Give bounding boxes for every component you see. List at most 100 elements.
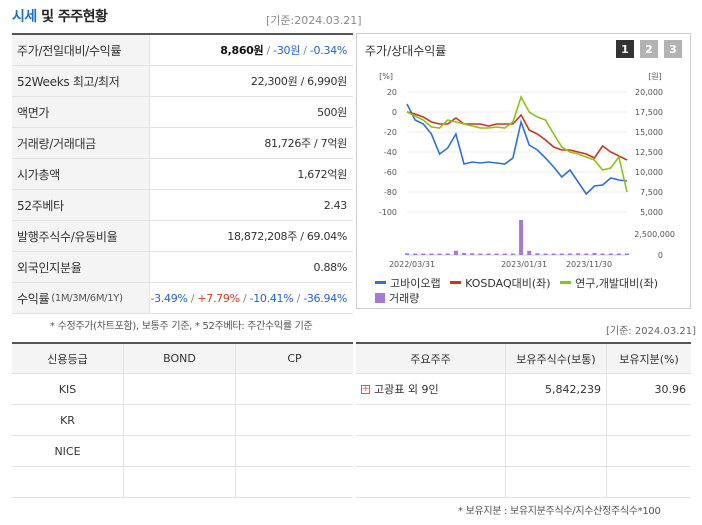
volume-bar [616, 253, 621, 255]
chart-title: 주가/상대수익률 [365, 44, 447, 58]
legend-label: 거래량 [389, 291, 420, 305]
legend-swatch [450, 281, 462, 284]
volume-bar [559, 253, 564, 255]
separator: / [187, 291, 198, 305]
credit-rating-table: 신용등급 BOND CP KIS KR NICE [12, 342, 353, 498]
table-row [12, 467, 353, 498]
table-header-row: 주요주주 보유주식수(보통) 보유지분(%) [356, 344, 691, 374]
empty-cell [356, 467, 506, 497]
separator: / [239, 291, 250, 305]
shareholder-table: 주요주주 보유주식수(보통) 보유지분(%) + 고광표 외 9인 5,842,2… [356, 342, 691, 498]
volume-bar [535, 253, 540, 255]
return-3m: +7.79% [197, 291, 240, 305]
chart-panel: 주가/상대수익률 1 2 3 [%] [원] 20 20,000 0 17,500 -20 1… [356, 33, 691, 309]
left-tick-label: 0 [392, 108, 397, 117]
chart-tab-3[interactable]: 3 [664, 40, 682, 58]
volume-bar [608, 253, 613, 255]
expand-plus-icon[interactable]: + [361, 383, 370, 394]
chart-tab-1[interactable]: 1 [616, 40, 634, 58]
volume-bar [543, 253, 548, 255]
empty-cell [236, 467, 353, 497]
beta-row: 52주베타 2.43 [12, 190, 353, 221]
header-major-holder: 주요주주 [356, 344, 506, 373]
empty-cell [506, 405, 607, 435]
right-tick-label: 15,000 [635, 128, 663, 137]
volume-bar [576, 253, 581, 255]
series-line [406, 103, 628, 196]
market-cap-row: 시가총액 1,672억원 [12, 159, 353, 190]
legend-label: KOSDAQ대비(좌) [465, 276, 551, 290]
x-tick-label: 2022/03/31 [389, 260, 435, 269]
legend-item-gobiolab[interactable]: 고바이오랩 [375, 275, 441, 290]
volume-bar [429, 253, 434, 255]
table-row: KR [12, 405, 353, 436]
price-change: -30원 [273, 44, 301, 57]
volume-bar [527, 250, 532, 255]
legend-item-volume[interactable]: 거래량 [375, 290, 419, 305]
legend-swatch [560, 281, 572, 284]
volume-bar [421, 253, 426, 255]
volume-row: 거래량/거래대금 81,726주 / 7억원 [12, 128, 353, 159]
return-1y: -36.94% [303, 291, 347, 305]
volume-value: 81,726주 / 7억원 [264, 137, 347, 150]
table-row [356, 405, 691, 436]
volume-bar [600, 253, 605, 255]
right-tick-label: 12,500 [635, 148, 663, 157]
holder-name-cell[interactable]: + 고광표 외 9인 [356, 374, 506, 404]
volume-bar [445, 253, 450, 255]
price-row: 주가/전일대비/수익률 8,860원 / -30원 / -0.34% [12, 35, 353, 66]
volume-bar [437, 253, 442, 255]
header-shares-held: 보유주식수(보통) [506, 344, 607, 373]
legend-swatch [375, 281, 386, 284]
current-price: 8,860원 [220, 44, 264, 57]
volume-bar [592, 252, 597, 255]
volume-bar [551, 253, 556, 255]
separator: / [263, 44, 274, 57]
52weeks-label: 52Weeks 최고/최저 [12, 66, 150, 96]
market-cap-label: 시가총액 [12, 159, 150, 189]
volume-bar [486, 253, 491, 255]
beta-label: 52주베타 [12, 190, 150, 220]
table-row: + 고광표 외 9인 5,842,239 30.96 [356, 374, 691, 405]
shares-held-cell: 5,842,239 [506, 374, 607, 404]
price-table-note: * 수정주가(차트포함), 보통주 기준, * 52주베타: 주간수익률 기준 [50, 321, 313, 332]
legend-item-rnd[interactable]: 연구,개발대비(좌) [560, 275, 658, 290]
volume-bar [462, 252, 467, 255]
returns-label-text: 수익률 [17, 291, 50, 306]
volume-bar [405, 253, 409, 255]
legend-item-kosdaq[interactable]: KOSDAQ대비(좌) [450, 275, 551, 290]
holder-name: 고광표 외 9인 [374, 383, 439, 396]
shares-label: 발행주식수/유동비율 [12, 221, 150, 251]
chart-tab-2[interactable]: 2 [640, 40, 658, 58]
series-line [406, 94, 628, 193]
empty-cell [607, 467, 691, 497]
shareholder-note: * 보유지분 : 보유지분주식수/지수산정주식수*100 [458, 506, 661, 517]
table-row: KIS [12, 374, 353, 405]
volume-bar [453, 250, 458, 255]
chart-reference-date: [기준: 2024.03.21] [606, 326, 697, 337]
beta-value: 2.43 [323, 198, 348, 212]
header-bond: BOND [124, 344, 236, 373]
volume-bar [625, 253, 629, 255]
empty-cell [506, 436, 607, 466]
legend-label: 고바이오랩 [390, 276, 441, 290]
left-tick-label: 20 [387, 88, 397, 97]
par-value-row: 액면가 500원 [12, 97, 353, 128]
separator: / [293, 291, 304, 305]
chart-legend: 고바이오랩 KOSDAQ대비(좌) 연구,개발대비(좌) 거래량 [375, 274, 675, 306]
page-title: 시세 및 주주현황 [12, 6, 108, 26]
volume-tick-label: 0 [658, 251, 663, 260]
volume-bar [567, 253, 572, 255]
volume-bar [510, 253, 515, 255]
separator: / [300, 44, 310, 57]
52weeks-value: 22,300원 / 6,990원 [250, 75, 347, 88]
right-tick-label: 5,000 [640, 208, 663, 217]
bond-cell [124, 436, 236, 466]
volume-bar [584, 253, 589, 255]
par-value-label: 액면가 [12, 97, 150, 127]
price-value: 8,860원 / -30원 / -0.34% [150, 42, 353, 58]
returns-row: 수익률 (1M/3M/6M/1Y) -3.49% / +7.79% / -10.4… [12, 283, 353, 314]
volume-tick-label: 2,500,000 [634, 230, 675, 239]
empty-cell [12, 467, 124, 497]
cp-cell [236, 436, 353, 466]
